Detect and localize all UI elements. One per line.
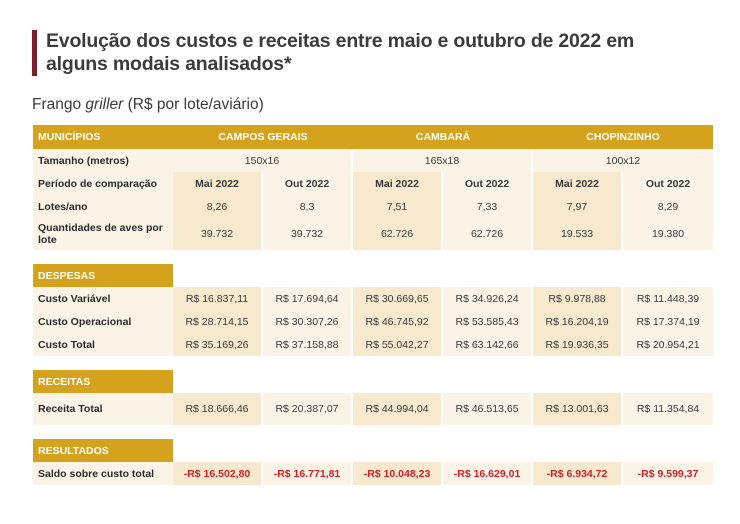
table-cell: R$ 44.994,04 [353, 393, 444, 425]
header-city: CAMPOS GERAIS [173, 125, 354, 149]
table-cell: 19.380 [623, 218, 714, 250]
table-cell: R$ 63.142,66 [443, 333, 534, 356]
row-label: Quantidades de aves por lote [33, 218, 173, 250]
table-cell: R$ 35.169,26 [173, 333, 263, 356]
subtitle-italic: griller [85, 96, 124, 113]
table-cell: R$ 53.585,43 [443, 310, 534, 333]
table-cell: 62.726 [443, 218, 534, 250]
section-despesas: DESPESAS [33, 264, 173, 287]
table-cell: R$ 11.354,84 [623, 393, 714, 425]
table-cell: -R$ 16.629,01 [443, 462, 534, 485]
row-label: Saldo sobre custo total [33, 462, 173, 485]
table-row: Custo Variável R$ 16.837,11 R$ 17.694,64… [33, 287, 714, 310]
row-label: Lotes/ano [33, 195, 173, 218]
table-row: Custo Total R$ 35.169,26 R$ 37.158,88 R$… [33, 333, 714, 356]
subtitle-rest: (R$ por lote/aviário) [123, 96, 264, 113]
table-cell: R$ 46.745,92 [353, 310, 444, 333]
table-cell: -R$ 16.502,80 [173, 462, 263, 485]
table-cell: 62.726 [353, 218, 444, 250]
table-cell: 150x16 [173, 149, 354, 172]
table-cell: -R$ 16.771,81 [263, 462, 354, 485]
cost-revenue-table: MUNICÍPIOS CAMPOS GERAIS CAMBARÁ CHOPINZ… [33, 125, 714, 485]
header-city: CAMBARÁ [353, 125, 534, 149]
table-cell: R$ 30.307,26 [263, 310, 354, 333]
table-cell: 8,26 [173, 195, 263, 218]
section-receitas: RECEITAS [33, 370, 173, 393]
table-cell: -R$ 9.599,37 [623, 462, 714, 485]
table-cell: 8,3 [263, 195, 354, 218]
table-cell: -R$ 10.048,23 [353, 462, 444, 485]
table-cell: 39.732 [263, 218, 354, 250]
row-label: Tamanho (metros) [33, 149, 173, 172]
row-label: Receita Total [33, 393, 173, 425]
row-label: Período de comparação [33, 172, 173, 195]
header-city: CHOPINZINHO [533, 125, 714, 149]
table-cell: 39.732 [173, 218, 263, 250]
row-label: Custo Variável [33, 287, 173, 310]
table-row: Lotes/ano 8,26 8,3 7,51 7,33 7,97 8,29 [33, 195, 714, 218]
section-row: RECEITAS [33, 370, 713, 393]
table-cell: R$ 30.669,65 [353, 287, 444, 310]
row-label: Custo Operacional [33, 310, 173, 333]
table-cell: R$ 17.694,64 [263, 287, 354, 310]
table-cell: Mai 2022 [353, 172, 444, 195]
table-cell: R$ 28.714,15 [173, 310, 263, 333]
table-row: Período de comparação Mai 2022 Out 2022 … [33, 172, 714, 195]
table-cell: -R$ 6.934,72 [533, 462, 624, 485]
table-row: Tamanho (metros) 150x16 165x18 100x12 [33, 149, 714, 172]
header-municipios: MUNICÍPIOS [33, 125, 173, 149]
table-cell: R$ 11.448,39 [623, 287, 714, 310]
row-label: Custo Total [33, 333, 173, 356]
table-row: Custo Operacional R$ 28.714,15 R$ 30.307… [33, 310, 714, 333]
table-cell: R$ 20.954,21 [623, 333, 714, 356]
table-cell: 19.533 [533, 218, 624, 250]
table-cell: 7,33 [443, 195, 534, 218]
page-title: Evolução dos custos e receitas entre mai… [46, 30, 634, 75]
table-cell: 7,97 [533, 195, 624, 218]
table-cell: R$ 37.158,88 [263, 333, 354, 356]
table-cell: Mai 2022 [173, 172, 263, 195]
table-cell: R$ 9.978,88 [533, 287, 624, 310]
table-cell: R$ 46.513,65 [443, 393, 534, 425]
table-cell: R$ 20.387,07 [263, 393, 354, 425]
title-accent-bar [32, 30, 37, 76]
table-cell: Out 2022 [263, 172, 354, 195]
table-cell: Mai 2022 [533, 172, 624, 195]
table-cell: R$ 34.926,24 [443, 287, 534, 310]
table-cell: R$ 16.837,11 [173, 287, 263, 310]
table-cell: 165x18 [353, 149, 534, 172]
section-row: RESULTADOS [33, 439, 713, 462]
table-cell: R$ 13.001,63 [533, 393, 624, 425]
table-cell: 8,29 [623, 195, 714, 218]
table-subtitle: Frango griller (R$ por lote/aviário) [32, 96, 264, 114]
table-cell: R$ 16.204,19 [533, 310, 624, 333]
table-cell: R$ 19.936,35 [533, 333, 624, 356]
table-cell: 7,51 [353, 195, 444, 218]
table-cell: Out 2022 [623, 172, 714, 195]
subtitle-main: Frango [32, 96, 86, 113]
table-row: Quantidades de aves por lote 39.732 39.7… [33, 218, 714, 250]
table-cell: 100x12 [533, 149, 714, 172]
table-row: Saldo sobre custo total -R$ 16.502,80 -R… [33, 462, 714, 485]
table-cell: Out 2022 [443, 172, 534, 195]
title-block: Evolução dos custos e receitas entre mai… [32, 30, 712, 78]
table-row: Receita Total R$ 18.666,46 R$ 20.387,07 … [33, 393, 714, 425]
section-resultados: RESULTADOS [33, 439, 173, 462]
table-cell: R$ 55.042,27 [353, 333, 444, 356]
section-row: DESPESAS [33, 264, 713, 287]
table-cell: R$ 18.666,46 [173, 393, 263, 425]
header-row: MUNICÍPIOS CAMPOS GERAIS CAMBARÁ CHOPINZ… [33, 125, 714, 149]
table-cell: R$ 17.374,19 [623, 310, 714, 333]
